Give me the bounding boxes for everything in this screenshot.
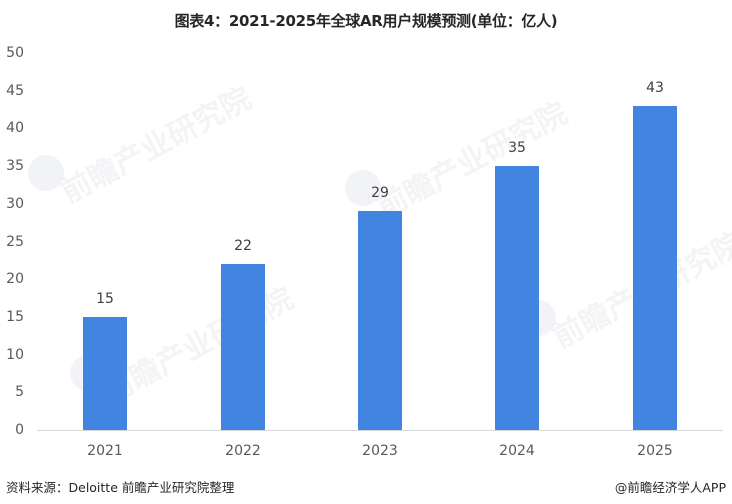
credit-note: @前瞻经济学人APP <box>614 480 726 495</box>
x-tick-label: 2021 <box>87 443 123 459</box>
bar-value-label: 15 <box>96 290 114 307</box>
x-tick-label: 2022 <box>225 443 261 459</box>
bar-2025 <box>633 105 677 430</box>
y-tick-label: 50 <box>6 45 24 61</box>
y-tick-label: 35 <box>6 158 24 175</box>
bar-2021 <box>83 316 127 430</box>
y-tick-label: 20 <box>6 271 24 288</box>
watermark: 前瞻产业研究院 <box>55 81 258 211</box>
bar-value-label: 35 <box>508 140 526 157</box>
y-tick-label: 25 <box>6 233 24 250</box>
bar-2024 <box>495 166 539 430</box>
y-tick-label: 30 <box>6 195 24 212</box>
watermark: 前瞻产业研究院 <box>371 96 574 226</box>
x-tick-label: 2023 <box>362 443 398 459</box>
y-tick-label: 45 <box>6 82 24 99</box>
bar-2023 <box>358 211 402 430</box>
bar-value-label: 22 <box>234 238 252 255</box>
y-tick-label: 10 <box>6 346 24 363</box>
bar-value-label: 43 <box>646 79 664 96</box>
x-tick-label: 2024 <box>499 443 535 459</box>
y-tick-label: 15 <box>6 308 24 325</box>
y-tick-label: 5 <box>15 384 24 401</box>
x-axis-line <box>37 430 723 431</box>
watermark-logo-icon <box>28 155 64 191</box>
y-tick-label: 40 <box>6 120 24 137</box>
source-note: 资料来源：Deloitte 前瞻产业研究院整理 <box>6 480 235 495</box>
chart-title: 图表4：2021-2025年全球AR用户规模预测(单位：亿人) <box>174 12 558 30</box>
bar-2022 <box>221 264 265 430</box>
y-tick-label: 0 <box>15 422 24 438</box>
bar-value-label: 29 <box>371 185 389 202</box>
x-tick-label: 2025 <box>637 443 673 459</box>
